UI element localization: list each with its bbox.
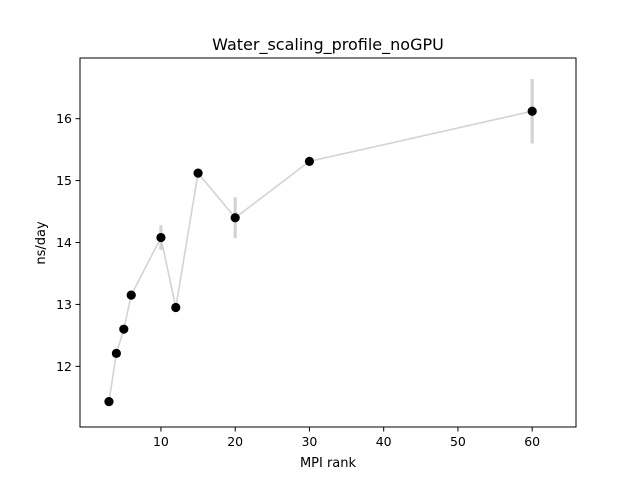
series-line [108, 110, 533, 402]
chart-title: Water_scaling_profile_noGPU [212, 35, 444, 55]
y-axis-label: ns/day [34, 221, 49, 265]
data-point [119, 324, 129, 334]
plot-frame [79, 57, 577, 428]
x-tick-label: 30 [301, 434, 317, 449]
x-tick-label: 20 [227, 434, 243, 449]
data-point [230, 213, 240, 223]
data-point [111, 348, 121, 358]
y-axis-ticks: 12 13 14 15 16 [56, 111, 80, 374]
data-point [126, 290, 136, 300]
y-tick-label: 16 [56, 111, 72, 126]
data-point [104, 397, 114, 407]
x-tick-label: 50 [450, 434, 466, 449]
y-tick-label: 13 [56, 297, 72, 312]
data-point [304, 156, 315, 166]
y-tick-label: 15 [56, 173, 72, 188]
data-points [104, 106, 537, 407]
data-point [156, 232, 166, 243]
series-polyline [108, 110, 533, 402]
x-axis-ticks: 10 20 30 40 50 60 [153, 427, 540, 449]
x-axis-label: MPI rank [300, 456, 357, 471]
data-point [527, 106, 537, 116]
x-tick-label: 40 [376, 434, 392, 449]
x-tick-label: 10 [153, 434, 169, 449]
y-tick-label: 14 [56, 235, 72, 250]
x-tick-label: 60 [524, 434, 540, 449]
y-tick-label: 12 [56, 359, 72, 374]
data-point [193, 168, 203, 178]
data-point [171, 302, 181, 313]
